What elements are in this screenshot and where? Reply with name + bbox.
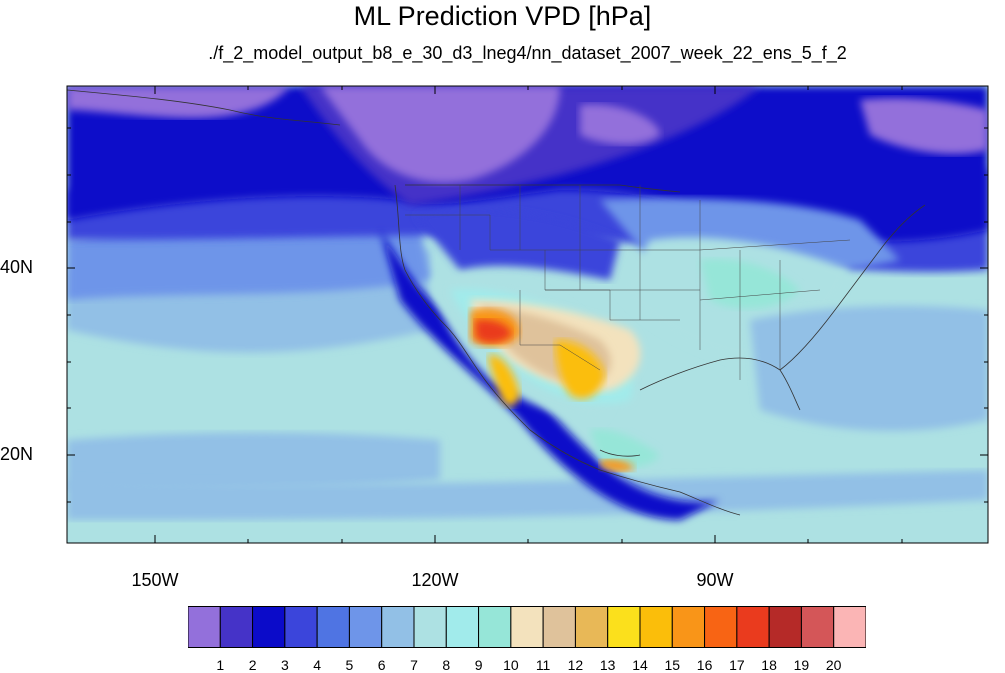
vpd-field: [67, 86, 988, 543]
lat-label-40n: 40N: [0, 257, 34, 277]
colorbar-swatch: [478, 606, 512, 648]
colorbar-tick-label: 9: [474, 657, 483, 673]
colorbar-swatch: [381, 606, 415, 648]
state-borders: [405, 185, 851, 380]
colorbar-tick-label: 15: [664, 657, 681, 673]
colorbar-swatch: [445, 606, 480, 648]
colorbar: [188, 606, 866, 648]
colorbar-tick-label: 16: [696, 657, 713, 673]
colorbar-swatch: [188, 606, 221, 648]
map-title: ML Prediction VPD [hPa]: [353, 1, 652, 31]
colorbar-swatch: [219, 606, 254, 648]
lat-ticks: [67, 127, 988, 503]
colorbar-swatch: [704, 606, 738, 648]
colorbar-tick-label: 6: [377, 657, 386, 673]
lon-ticks: [154, 86, 903, 543]
colorbar-tick-label: 12: [567, 657, 584, 673]
colorbar-tick-label: 7: [410, 657, 418, 673]
colorbar-swatch: [574, 606, 609, 648]
colorbar-swatch: [510, 606, 544, 648]
lon-label-150w: 150W: [131, 570, 179, 590]
colorbar-swatch: [542, 606, 576, 648]
colorbar-tick-label: 8: [442, 657, 451, 673]
colorbar-swatch: [316, 606, 350, 648]
colorbar-swatch: [348, 606, 383, 648]
colorbar-tick-label: 10: [503, 657, 519, 673]
colorbar-tick-label: 18: [761, 657, 777, 673]
colorbar-tick-label: 11: [535, 657, 551, 673]
colorbar-tick-label: 1: [216, 657, 225, 673]
colorbar-tick-label: 4: [313, 657, 321, 673]
lat-label-20n: 20N: [0, 444, 34, 464]
vpd-map: [66, 85, 989, 544]
colorbar-swatch: [284, 606, 318, 648]
colorbar-swatch: [800, 606, 835, 648]
colorbar-tick-label: 20: [825, 657, 842, 673]
colorbar-swatch: [671, 606, 706, 648]
colorbar-swatch: [413, 606, 447, 648]
colorbar-swatch: [736, 606, 770, 648]
colorbar-tick-label: 13: [599, 657, 616, 673]
colorbar-swatch: [252, 606, 286, 648]
colorbar-tick-label: 2: [248, 657, 257, 673]
colorbar-tick-label: 5: [345, 657, 354, 673]
lon-label-90w: 90W: [696, 570, 734, 590]
coastlines: [66, 89, 926, 516]
map-subtitle: ./f_2_model_output_b8_e_30_d3_lneg4/nn_d…: [208, 43, 847, 63]
colorbar-swatch: [639, 606, 673, 648]
colorbar-swatch: [833, 606, 866, 648]
colorbar-tick-label: 19: [793, 657, 810, 673]
colorbar-swatch: [607, 606, 641, 648]
colorbar-tick-label: 3: [280, 657, 289, 673]
colorbar-tick-label: 17: [729, 657, 745, 673]
lon-label-120w: 120W: [411, 570, 459, 590]
colorbar-swatch: [768, 606, 802, 648]
colorbar-tick-label: 14: [632, 657, 648, 673]
